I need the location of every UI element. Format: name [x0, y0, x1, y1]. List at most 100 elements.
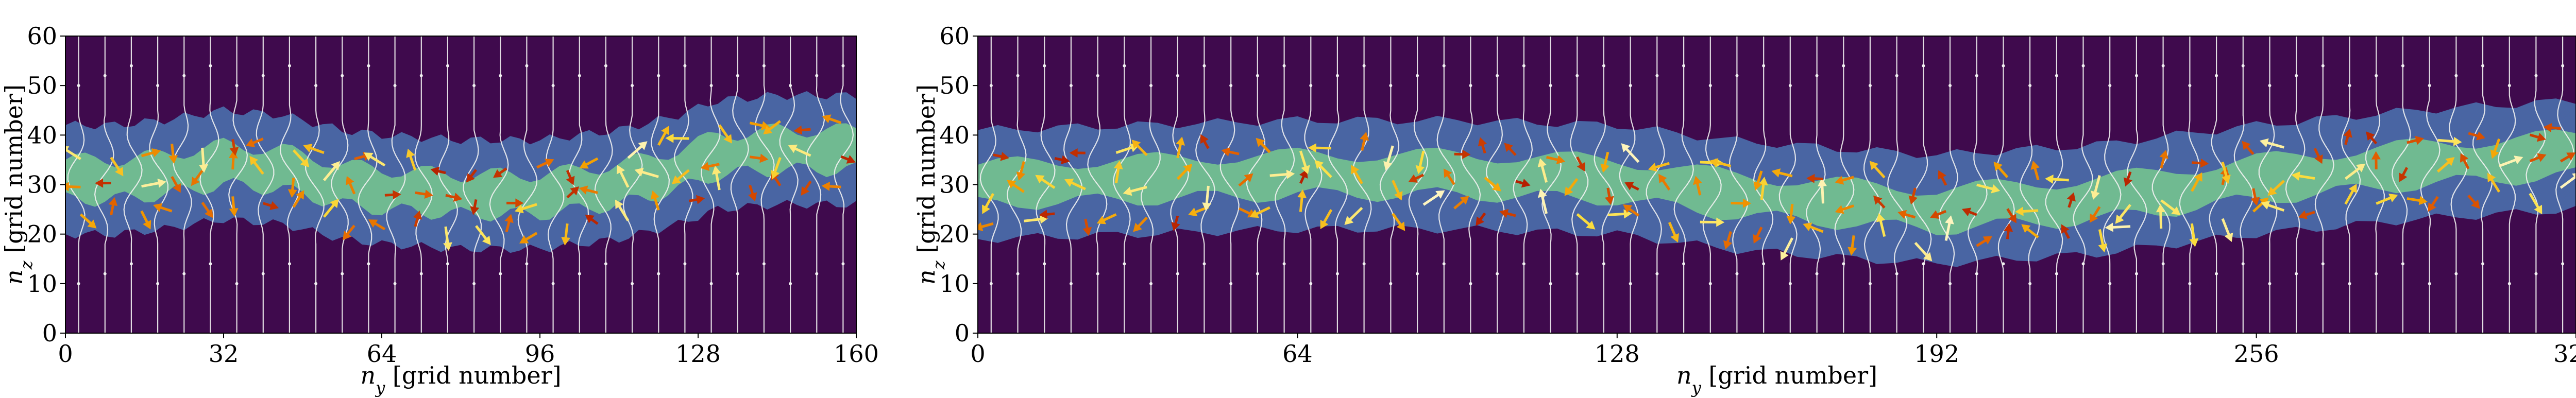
quiver-head — [1586, 220, 1596, 230]
quiver-shaft — [2498, 158, 2519, 167]
quiver-head — [1351, 165, 1360, 175]
x-tick-label: 128 — [1595, 340, 1640, 368]
streamline — [2209, 36, 2228, 333]
streamline-marker — [1522, 64, 1526, 67]
quiver-head — [1873, 195, 1883, 205]
quiver-head — [1064, 178, 1074, 187]
streamline — [2449, 36, 2468, 333]
streamline — [2365, 36, 2385, 333]
streamline — [1170, 36, 1189, 333]
streamline — [1486, 36, 1505, 333]
streamline — [1996, 36, 2015, 333]
field-band — [978, 98, 2576, 267]
quiver-head — [748, 192, 757, 202]
streamline-marker — [367, 262, 370, 266]
streamline-marker — [2428, 282, 2431, 285]
quiver-head — [1297, 189, 1307, 198]
quiver-head — [87, 219, 97, 229]
streamline-marker — [841, 262, 845, 266]
quiver-head — [634, 167, 644, 177]
quiver-head — [2291, 171, 2300, 181]
streamline-marker — [1895, 272, 1899, 275]
streamline-marker — [631, 282, 634, 285]
streamline-marker — [789, 282, 792, 285]
quiver-head — [514, 204, 524, 214]
quiver-head — [1693, 176, 1702, 185]
streamline-marker — [1176, 74, 1179, 77]
quiver-head — [115, 167, 124, 177]
streamline-marker — [1389, 84, 1393, 88]
quiver-head — [2399, 172, 2408, 182]
streamline-marker — [762, 262, 766, 266]
quiver-head — [1016, 171, 1026, 181]
streamline-marker — [1602, 64, 1605, 67]
quiver-head — [1133, 222, 1142, 232]
quiver-head — [2490, 149, 2499, 159]
quiver-head — [368, 219, 378, 228]
streamline-marker — [314, 84, 318, 88]
streamline-marker — [1868, 282, 1872, 285]
quiver-head — [2267, 186, 2277, 196]
quiver-head — [2224, 232, 2233, 242]
quiver-head — [1537, 158, 1547, 167]
quiver-head — [1716, 217, 1725, 227]
quiver-head — [1938, 170, 1946, 180]
quiver-arrows — [978, 123, 2576, 262]
streamline-marker — [1549, 84, 1552, 88]
quiver-head — [1771, 168, 1781, 178]
streamline-marker — [1256, 272, 1259, 275]
quiver-head — [1176, 136, 1185, 146]
streamline-marker — [1043, 262, 1046, 266]
y-axis-label: nz [grid number] — [912, 84, 948, 285]
quiver-head — [173, 183, 181, 193]
quiver-head — [1723, 240, 1733, 250]
quiver-head — [1061, 155, 1070, 165]
quiver-head — [2061, 224, 2070, 234]
quiver-shaft — [1024, 217, 1044, 222]
streamline — [1513, 36, 1533, 333]
streamline-marker — [1655, 272, 1659, 275]
x-tick-label: 64 — [1282, 340, 1313, 368]
streamline-marker — [2481, 262, 2485, 266]
streamline-marker — [2534, 74, 2538, 77]
streamline — [1673, 36, 1694, 333]
quiver-head — [1320, 219, 1329, 230]
quiver-head — [2189, 238, 2199, 247]
quiver-head — [2343, 128, 2352, 138]
y-tick-label: 50 — [27, 72, 57, 99]
quiver-head — [1492, 182, 1501, 192]
quiver-shaft — [475, 225, 489, 242]
streamline-marker — [446, 262, 449, 266]
quiver-shaft — [65, 148, 81, 161]
streamline-marker — [2055, 272, 2058, 275]
quiver-head — [2030, 161, 2040, 170]
streamline-marker — [235, 84, 239, 88]
streamline-marker — [129, 262, 133, 266]
streamline-marker — [525, 262, 529, 266]
quiver-head — [1742, 198, 1752, 208]
y-tick-label: 30 — [939, 171, 970, 199]
quiver-head — [2015, 206, 2024, 216]
streamline-marker — [578, 74, 581, 77]
streamline-marker — [2321, 64, 2325, 67]
streamline-marker — [1895, 74, 1899, 77]
quiver-head — [1753, 234, 1761, 244]
quiver-head — [1460, 196, 1469, 205]
streamline-marker — [2348, 282, 2351, 285]
streamline-marker — [1735, 74, 1739, 77]
streamline-marker — [1788, 282, 1792, 285]
quiver-head — [2487, 172, 2496, 183]
streamline-marker — [1389, 282, 1393, 285]
streamline-marker — [1123, 262, 1126, 266]
quiver-shaft — [1576, 213, 1592, 228]
x-tick-label: 192 — [1914, 340, 1959, 368]
quiver-head — [2536, 132, 2546, 142]
streamline-marker — [1202, 64, 1206, 67]
quiver-head — [406, 148, 415, 158]
quiver-head — [157, 178, 166, 188]
streamline — [1728, 36, 1749, 333]
quiver-head — [229, 147, 239, 156]
quiver-head — [1504, 143, 1513, 152]
streamline-marker — [472, 84, 476, 88]
